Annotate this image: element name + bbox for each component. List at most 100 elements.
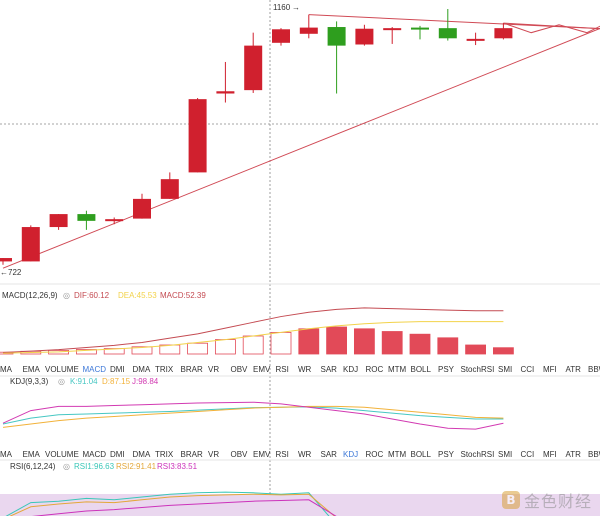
macd-histogram-bar <box>76 349 97 355</box>
indicator-tab-dma[interactable]: DMA <box>133 450 151 459</box>
rsi-settings-icon[interactable]: ◎ <box>63 462 70 471</box>
macd-macd-value: MACD:52.39 <box>160 291 206 300</box>
kdj-j-value: J:98.84 <box>132 377 159 386</box>
indicator-tab-volume[interactable]: VOLUME <box>45 450 79 459</box>
indicator-tab-bbw[interactable]: BBW <box>588 365 600 374</box>
indicator-tab-obv[interactable]: OBV <box>231 450 249 459</box>
indicator-tab-mtm[interactable]: MTM <box>388 450 407 459</box>
indicator-tab-obv[interactable]: OBV <box>231 365 249 374</box>
candle-body <box>327 27 346 46</box>
macd-histogram-bar <box>437 337 459 355</box>
macd-title: MACD(12,26,9) <box>2 291 58 300</box>
indicator-tab-boll[interactable]: BOLL <box>411 450 432 459</box>
macd-dea-line <box>2 321 504 354</box>
trendline-layer <box>2 14 600 269</box>
indicator-tab-psy[interactable]: PSY <box>438 365 455 374</box>
indicator-tab-trix[interactable]: TRIX <box>155 365 174 374</box>
kdj-j-line <box>2 401 504 430</box>
indicator-tab-bbw[interactable]: BBW <box>588 450 600 459</box>
macd-histogram-bar <box>465 344 487 355</box>
watermark-text: 金色财经 <box>523 492 592 511</box>
indicator-tab-smi[interactable]: SMI <box>498 365 512 374</box>
candle-body <box>77 214 96 221</box>
candle-body <box>411 27 429 30</box>
candle-body <box>272 29 290 43</box>
indicator-tabs-row-1: MA EMA VOLUME MACD DMI DMA TRIX BRAR VR OBV EMV RSI… <box>0 365 600 374</box>
indicator-tab-dma[interactable]: DMA <box>133 365 151 374</box>
indicator-tab-stochrsi[interactable]: StochRSI <box>461 450 495 459</box>
macd-layer <box>0 307 514 355</box>
candle-body <box>299 27 318 34</box>
rsi-layer <box>0 491 600 516</box>
candle-body <box>216 91 235 94</box>
candle-body <box>438 28 457 39</box>
kdj-settings-icon[interactable]: ◎ <box>58 377 65 386</box>
macd-histogram-bar <box>492 347 514 355</box>
macd-dif-value: DIF:60.12 <box>74 291 110 300</box>
indicator-tab-vr[interactable]: VR <box>208 450 219 459</box>
indicator-tab-rsi[interactable]: RSI <box>276 450 289 459</box>
indicator-tab-mfi[interactable]: MFI <box>543 450 557 459</box>
indicator-tab-kdj[interactable]: KDJ <box>343 365 358 374</box>
indicator-tab-vr[interactable]: VR <box>208 365 219 374</box>
macd-histogram-bar <box>214 339 236 355</box>
indicator-tab-boll[interactable]: BOLL <box>411 365 432 374</box>
indicator-tab-trix[interactable]: TRIX <box>155 450 174 459</box>
indicator-tab-brar[interactable]: BRAR <box>181 365 203 374</box>
candle-body <box>494 28 513 39</box>
indicator-tab-ma[interactable]: MA <box>0 365 13 374</box>
kdj-d-line <box>2 405 504 428</box>
indicator-tab-roc[interactable]: ROC <box>366 450 384 459</box>
indicator-tab-roc[interactable]: ROC <box>366 365 384 374</box>
indicator-tab-cci[interactable]: CCI <box>521 450 535 459</box>
kdj-title: KDJ(9,3,3) <box>10 377 49 386</box>
high-price-arrow: → <box>292 3 300 12</box>
candle-body <box>466 38 485 41</box>
indicator-tab-emv[interactable]: EMV <box>253 450 271 459</box>
macd-histogram-bar <box>242 335 264 355</box>
candle-body <box>188 99 207 173</box>
indicator-tab-sar[interactable]: SAR <box>321 450 338 459</box>
trendline-3 <box>503 22 600 30</box>
indicator-tab-dmi[interactable]: DMI <box>110 450 125 459</box>
candle-body <box>105 219 124 222</box>
indicator-tab-kdj[interactable]: KDJ <box>343 450 358 459</box>
indicator-tab-rsi[interactable]: RSI <box>276 365 289 374</box>
rsi1-line <box>5 491 330 516</box>
indicator-tab-psy[interactable]: PSY <box>438 450 455 459</box>
rsi-rsi1-value: RSI1:96.63 <box>74 462 115 471</box>
rsi-overbought-band <box>0 494 600 516</box>
watermark-logo: B 金色财经 <box>501 488 592 512</box>
indicator-tab-volume[interactable]: VOLUME <box>45 365 79 374</box>
candlestick-layer <box>0 9 513 265</box>
indicator-tab-atr[interactable]: ATR <box>566 450 582 459</box>
indicator-tab-sar[interactable]: SAR <box>321 365 338 374</box>
indicator-tab-macd[interactable]: MACD <box>83 450 107 459</box>
indicator-tab-atr[interactable]: ATR <box>566 365 582 374</box>
indicator-tab-brar[interactable]: BRAR <box>181 450 203 459</box>
macd-settings-icon[interactable]: ◎ <box>63 291 70 300</box>
indicator-tab-macd[interactable]: MACD <box>83 365 107 374</box>
indicator-tab-stochrsi[interactable]: StochRSI <box>461 365 495 374</box>
low-price-arrow: ← <box>0 268 8 277</box>
indicator-tabs-row-2: MA EMA VOLUME MACD DMI DMA TRIX BRAR VR OBV EMV RSI… <box>0 450 600 459</box>
indicator-tab-wr[interactable]: WR <box>298 450 312 459</box>
rsi-rsi2-value: RSI2:91.41 <box>116 462 157 471</box>
indicator-tab-emv[interactable]: EMV <box>253 365 271 374</box>
indicator-tab-dmi[interactable]: DMI <box>110 365 125 374</box>
indicator-tab-cci[interactable]: CCI <box>521 365 535 374</box>
candle-body <box>160 179 179 199</box>
indicator-tab-mtm[interactable]: MTM <box>388 365 407 374</box>
indicator-tab-mfi[interactable]: MFI <box>543 365 557 374</box>
candle-body <box>21 227 40 262</box>
candle-body <box>49 214 68 228</box>
macd-histogram-bar <box>187 342 209 355</box>
macd-histogram-bar <box>131 346 153 355</box>
candle-body <box>0 258 12 262</box>
indicator-tab-ema[interactable]: EMA <box>23 365 41 374</box>
indicator-tab-ma[interactable]: MA <box>0 450 13 459</box>
indicator-tab-ema[interactable]: EMA <box>23 450 41 459</box>
indicator-tab-smi[interactable]: SMI <box>498 450 512 459</box>
indicator-tab-wr[interactable]: WR <box>298 365 312 374</box>
